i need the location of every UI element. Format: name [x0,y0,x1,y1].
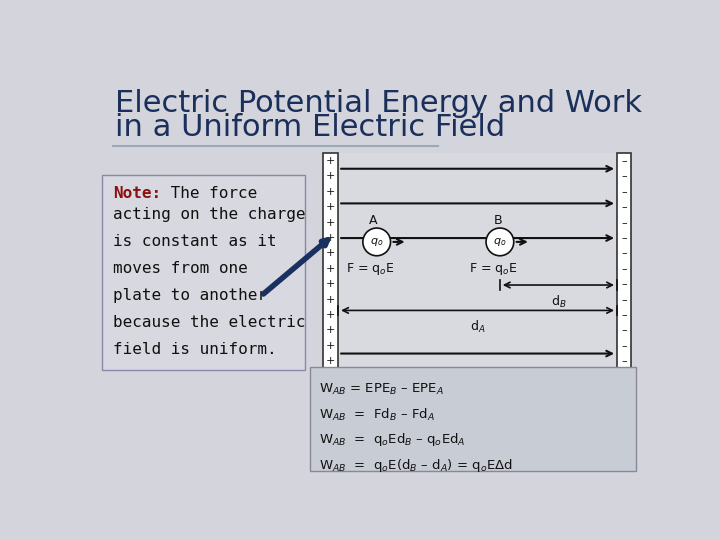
Text: A: A [369,214,377,227]
Text: d$_A$: d$_A$ [470,319,485,335]
Circle shape [486,228,514,256]
Text: +: + [326,172,336,181]
Text: –: – [622,326,627,335]
Text: +: + [326,218,336,228]
Text: +: + [326,202,336,212]
Text: acting on the charge: acting on the charge [113,207,306,222]
Text: W$_{AB}$ = EPE$_B$ – EPE$_A$: W$_{AB}$ = EPE$_B$ – EPE$_A$ [319,382,444,397]
Text: +: + [326,156,336,166]
Text: –: – [622,156,627,166]
Text: is constant as it: is constant as it [113,234,277,249]
Text: –: – [622,202,627,212]
Text: –: – [622,279,627,289]
Text: Note:: Note: [113,186,161,201]
Text: The force: The force [161,186,257,201]
Text: +: + [326,233,336,243]
Text: in a Uniform Electric Field: in a Uniform Electric Field [115,113,505,143]
Text: B: B [493,214,502,227]
Text: Electric Potential Energy and Work: Electric Potential Energy and Work [115,89,642,118]
Text: –: – [622,264,627,274]
Text: +: + [326,187,336,197]
Text: +: + [326,264,336,274]
Text: –: – [622,356,627,366]
Text: –: – [622,187,627,197]
Text: plate to another: plate to another [113,288,267,303]
Text: +: + [326,326,336,335]
Text: +: + [326,279,336,289]
Bar [617,153,631,369]
Text: +: + [326,248,336,259]
Circle shape [363,228,390,256]
Text: F = q$_o$E: F = q$_o$E [346,261,395,277]
FancyBboxPatch shape [102,175,305,370]
Text: –: – [622,295,627,305]
Text: –: – [622,248,627,259]
Bar [337,153,631,369]
Text: W$_{AB}$  =  q$_o$E(d$_B$ – d$_A$) = q$_o$EΔd: W$_{AB}$ = q$_o$E(d$_B$ – d$_A$) = q$_o$… [319,457,513,475]
Text: +: + [326,356,336,366]
Text: –: – [622,341,627,351]
Text: –: – [622,310,627,320]
Text: field is uniform.: field is uniform. [113,342,277,357]
Text: $q_o$: $q_o$ [493,236,507,248]
Text: +: + [326,341,336,351]
Text: W$_{AB}$  =  q$_o$Ed$_B$ – q$_o$Ed$_A$: W$_{AB}$ = q$_o$Ed$_B$ – q$_o$Ed$_A$ [319,431,466,448]
FancyBboxPatch shape [310,367,636,470]
Text: –: – [622,218,627,228]
Text: d$_B$: d$_B$ [551,294,566,309]
Text: –: – [622,233,627,243]
Text: $q_o$: $q_o$ [370,236,384,248]
Text: +: + [326,295,336,305]
Text: because the electric: because the electric [113,315,306,330]
Bar [323,153,338,369]
Text: +: + [326,310,336,320]
Text: –: – [622,172,627,181]
Text: F = q$_o$E: F = q$_o$E [469,261,518,277]
Text: moves from one: moves from one [113,261,248,276]
Text: W$_{AB}$  =  Fd$_B$ – Fd$_A$: W$_{AB}$ = Fd$_B$ – Fd$_A$ [319,407,435,423]
